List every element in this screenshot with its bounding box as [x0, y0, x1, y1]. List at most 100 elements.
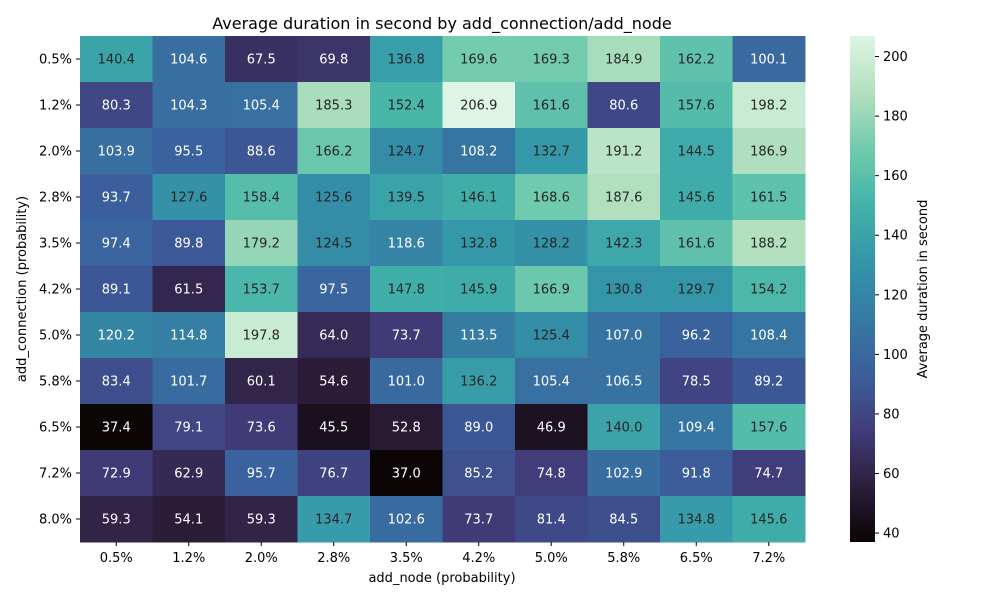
- cell-value-label: 76.7: [319, 467, 348, 482]
- cell-value-label: 37.4: [102, 421, 131, 436]
- heatmap-cell: [297, 404, 371, 451]
- cell-value-label: 120.2: [98, 329, 135, 344]
- heatmap-cell: [732, 266, 806, 313]
- heatmap-cell: [80, 404, 153, 451]
- heatmap-cell: [660, 496, 733, 543]
- cell-value-label: 89.0: [464, 421, 493, 436]
- heatmap-cell: [152, 496, 226, 543]
- cell-value-label: 59.3: [102, 513, 131, 528]
- cell-value-label: 136.2: [460, 375, 497, 390]
- cell-value-label: 106.5: [605, 375, 642, 390]
- cell-value-label: 83.4: [102, 375, 131, 390]
- cell-value-label: 152.4: [388, 99, 425, 114]
- cell-value-label: 161.5: [750, 191, 787, 206]
- y-tick-label: 8.0%: [39, 513, 72, 528]
- x-tick-label: 3.5%: [390, 551, 423, 566]
- y-tick-label: 5.8%: [39, 375, 72, 390]
- cell-value-label: 166.2: [315, 145, 352, 160]
- heatmap-cell: [442, 450, 516, 497]
- x-axis-ticks: 0.5% 1.2% 2.0% 2.8% 3.5% 4.2% 5.0% 5.8% 6.5% 7.2%: [100, 542, 785, 566]
- cell-value-label: 80.3: [102, 99, 131, 114]
- heatmap-cell: [442, 174, 516, 221]
- heatmap-cell: [152, 404, 226, 451]
- cell-value-label: 129.7: [678, 283, 715, 298]
- heatmap-cell: [442, 128, 516, 175]
- heatmap-cell: [587, 358, 661, 405]
- heatmap-cell: [732, 496, 806, 543]
- heatmap-cell: [660, 358, 733, 405]
- cell-value-label: 136.8: [388, 53, 425, 68]
- cell-value-label: 114.8: [170, 329, 207, 344]
- y-tick-label: 7.2%: [39, 467, 72, 482]
- cell-value-label: 145.6: [678, 191, 715, 206]
- cell-value-label: 128.2: [533, 237, 570, 252]
- cell-value-label: 147.8: [388, 283, 425, 298]
- cell-value-label: 100.1: [750, 53, 787, 68]
- cell-value-label: 140.0: [605, 421, 642, 436]
- cell-value-label: 142.3: [605, 237, 642, 252]
- cell-value-label: 101.0: [388, 375, 425, 390]
- heatmap-cell: [370, 450, 443, 497]
- heatmap-cell: [152, 220, 226, 267]
- heatmap-cell: [515, 450, 588, 497]
- x-tick-label: 6.5%: [680, 551, 713, 566]
- cell-value-label: 105.4: [243, 99, 280, 114]
- heatmap-cell: [370, 174, 443, 221]
- heatmap-cell: [732, 128, 806, 175]
- heatmap-cell: [297, 266, 371, 313]
- heatmap-cell: [660, 36, 733, 83]
- cell-value-label: 60.1: [247, 375, 276, 390]
- heatmap-cell: [297, 358, 371, 405]
- cell-value-label: 91.8: [682, 467, 711, 482]
- heatmap-cell: [152, 358, 226, 405]
- heatmap-cell: [225, 128, 298, 175]
- cell-value-label: 162.2: [678, 53, 715, 68]
- heatmap-cell: [370, 36, 443, 83]
- cell-value-label: 169.3: [533, 53, 570, 68]
- cell-value-label: 191.2: [605, 145, 642, 160]
- cell-value-label: 95.7: [247, 467, 276, 482]
- y-tick-label: 4.2%: [39, 283, 72, 298]
- heatmap-cell: [152, 266, 226, 313]
- x-tick-label: 1.2%: [172, 551, 205, 566]
- heatmap-cell: [152, 174, 226, 221]
- heatmap-cell: [515, 174, 588, 221]
- heatmap-cell: [515, 220, 588, 267]
- cell-value-label: 130.8: [605, 283, 642, 298]
- heatmap-cell: [587, 82, 661, 129]
- heatmap-cell: [297, 496, 371, 543]
- cell-value-label: 89.1: [102, 283, 131, 298]
- cell-value-label: 67.5: [247, 53, 276, 68]
- heatmap-cell: [660, 128, 733, 175]
- heatmap-cell: [225, 174, 298, 221]
- cell-value-label: 54.6: [319, 375, 348, 390]
- cell-value-label: 179.2: [243, 237, 280, 252]
- heatmap-cell: [297, 36, 371, 83]
- heatmap-cell: [587, 220, 661, 267]
- cell-value-label: 139.5: [388, 191, 425, 206]
- heatmap-cell: [225, 404, 298, 451]
- cell-value-label: 78.5: [682, 375, 711, 390]
- chart-title: Average duration in second by add_connec…: [212, 14, 671, 34]
- cell-value-label: 79.1: [174, 421, 203, 436]
- heatmap-cell: [297, 82, 371, 129]
- heatmap-cell: [442, 312, 516, 359]
- heatmap-cell: [587, 312, 661, 359]
- cell-value-label: 118.6: [388, 237, 425, 252]
- heatmap-cell: [442, 496, 516, 543]
- heatmap-cell: [297, 450, 371, 497]
- heatmap-cell: [515, 128, 588, 175]
- heatmap-cell: [515, 82, 588, 129]
- cell-value-label: 166.9: [533, 283, 570, 298]
- heatmap-cell: [225, 36, 298, 83]
- cell-value-label: 105.4: [533, 375, 570, 390]
- cell-value-label: 198.2: [750, 99, 787, 114]
- cell-value-label: 125.4: [533, 329, 570, 344]
- cell-value-label: 104.3: [170, 99, 207, 114]
- heatmap-cells: 140.4 104.6 67.5 69.8 136.8 169.6 169.3 184.9 16…: [80, 36, 806, 543]
- cell-value-label: 206.9: [460, 99, 497, 114]
- heatmap-cell: [660, 82, 733, 129]
- cell-value-label: 69.8: [319, 53, 348, 68]
- heatmap-cell: [587, 496, 661, 543]
- cell-value-label: 102.9: [605, 467, 642, 482]
